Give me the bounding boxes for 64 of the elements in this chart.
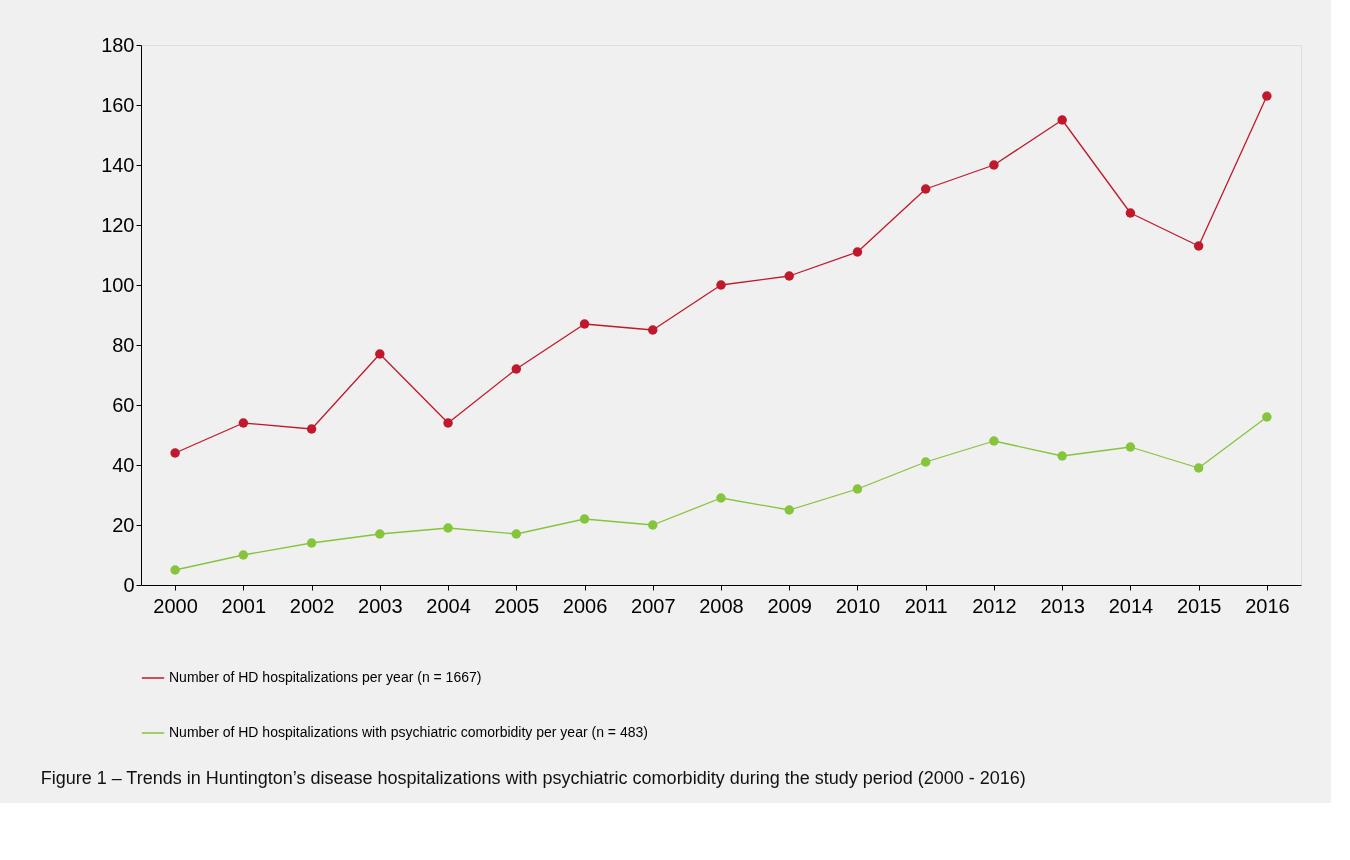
point: [443, 523, 453, 533]
x-tick-label: 2006: [562, 594, 608, 617]
x-tick-label: 2003: [358, 594, 403, 617]
point: [648, 325, 658, 335]
point: [716, 280, 726, 290]
y-tick-label: 0: [123, 573, 135, 596]
point: [375, 529, 385, 539]
x-tick-label: 2013: [1040, 594, 1085, 617]
point: [1193, 463, 1204, 473]
y-tick-label: 40: [112, 453, 135, 476]
point: [1125, 442, 1136, 452]
point: [852, 484, 863, 494]
y-tick-label: 20: [112, 513, 135, 536]
point: [306, 538, 317, 548]
y-tick-label: 80: [112, 333, 135, 356]
y-tick-label: 160: [101, 93, 135, 116]
point: [579, 319, 590, 329]
x-tick-label: 2004: [426, 594, 471, 617]
x-tick-label: 2012: [972, 594, 1017, 617]
point: [1262, 91, 1272, 101]
x-tick-label: 2005: [494, 594, 540, 617]
point: [1125, 208, 1136, 218]
y-tick-label: 100: [101, 273, 135, 296]
legend-label: Number of HD hospitalizations with psychiatric comorbidity per year (n = 483): [169, 724, 648, 740]
x-tick-label: 2015: [1176, 594, 1222, 617]
point: [511, 529, 522, 539]
y-tick-label: 140: [101, 153, 135, 176]
point: [170, 448, 180, 458]
point: [648, 520, 658, 530]
point: [920, 457, 931, 467]
point: [1057, 115, 1067, 125]
point: [170, 565, 180, 575]
legend-label: Number of HD hospitalizations per year (n = 1667): [169, 669, 482, 685]
point: [511, 364, 522, 374]
y-tick-label: 120: [101, 213, 135, 236]
x-tick-label: 2002: [289, 594, 335, 617]
x-tick-label: 2016: [1245, 594, 1290, 617]
point: [579, 514, 590, 524]
point: [989, 436, 999, 446]
point: [1057, 451, 1067, 461]
x-tick-label: 2010: [835, 594, 881, 617]
point: [375, 349, 385, 359]
x-tick-label: 2011: [904, 594, 948, 617]
x-tick-label: 2014: [1108, 594, 1154, 617]
point: [784, 505, 794, 515]
point: [852, 247, 863, 257]
point: [306, 424, 317, 434]
caption: Figure 1 – Trends in Huntington’s disease hospitalizations with psychiatric comorbidity during the study period (2000 - 2016): [40, 768, 1026, 788]
point: [1193, 241, 1204, 251]
y-tick-label: 60: [112, 393, 135, 416]
x-tick-label: 2009: [767, 594, 812, 617]
point: [238, 418, 249, 428]
x-tick-label: 2001: [221, 594, 267, 617]
point: [1262, 412, 1272, 422]
x-tick-label: 2000: [153, 594, 198, 617]
point: [716, 493, 726, 503]
point: [238, 550, 249, 560]
point: [784, 271, 794, 281]
point: [443, 418, 453, 428]
point: [920, 184, 931, 194]
y-tick-label: 180: [101, 33, 135, 56]
x-tick-label: 2007: [631, 594, 676, 617]
x-tick-label: 2008: [699, 594, 744, 617]
point: [989, 160, 999, 170]
